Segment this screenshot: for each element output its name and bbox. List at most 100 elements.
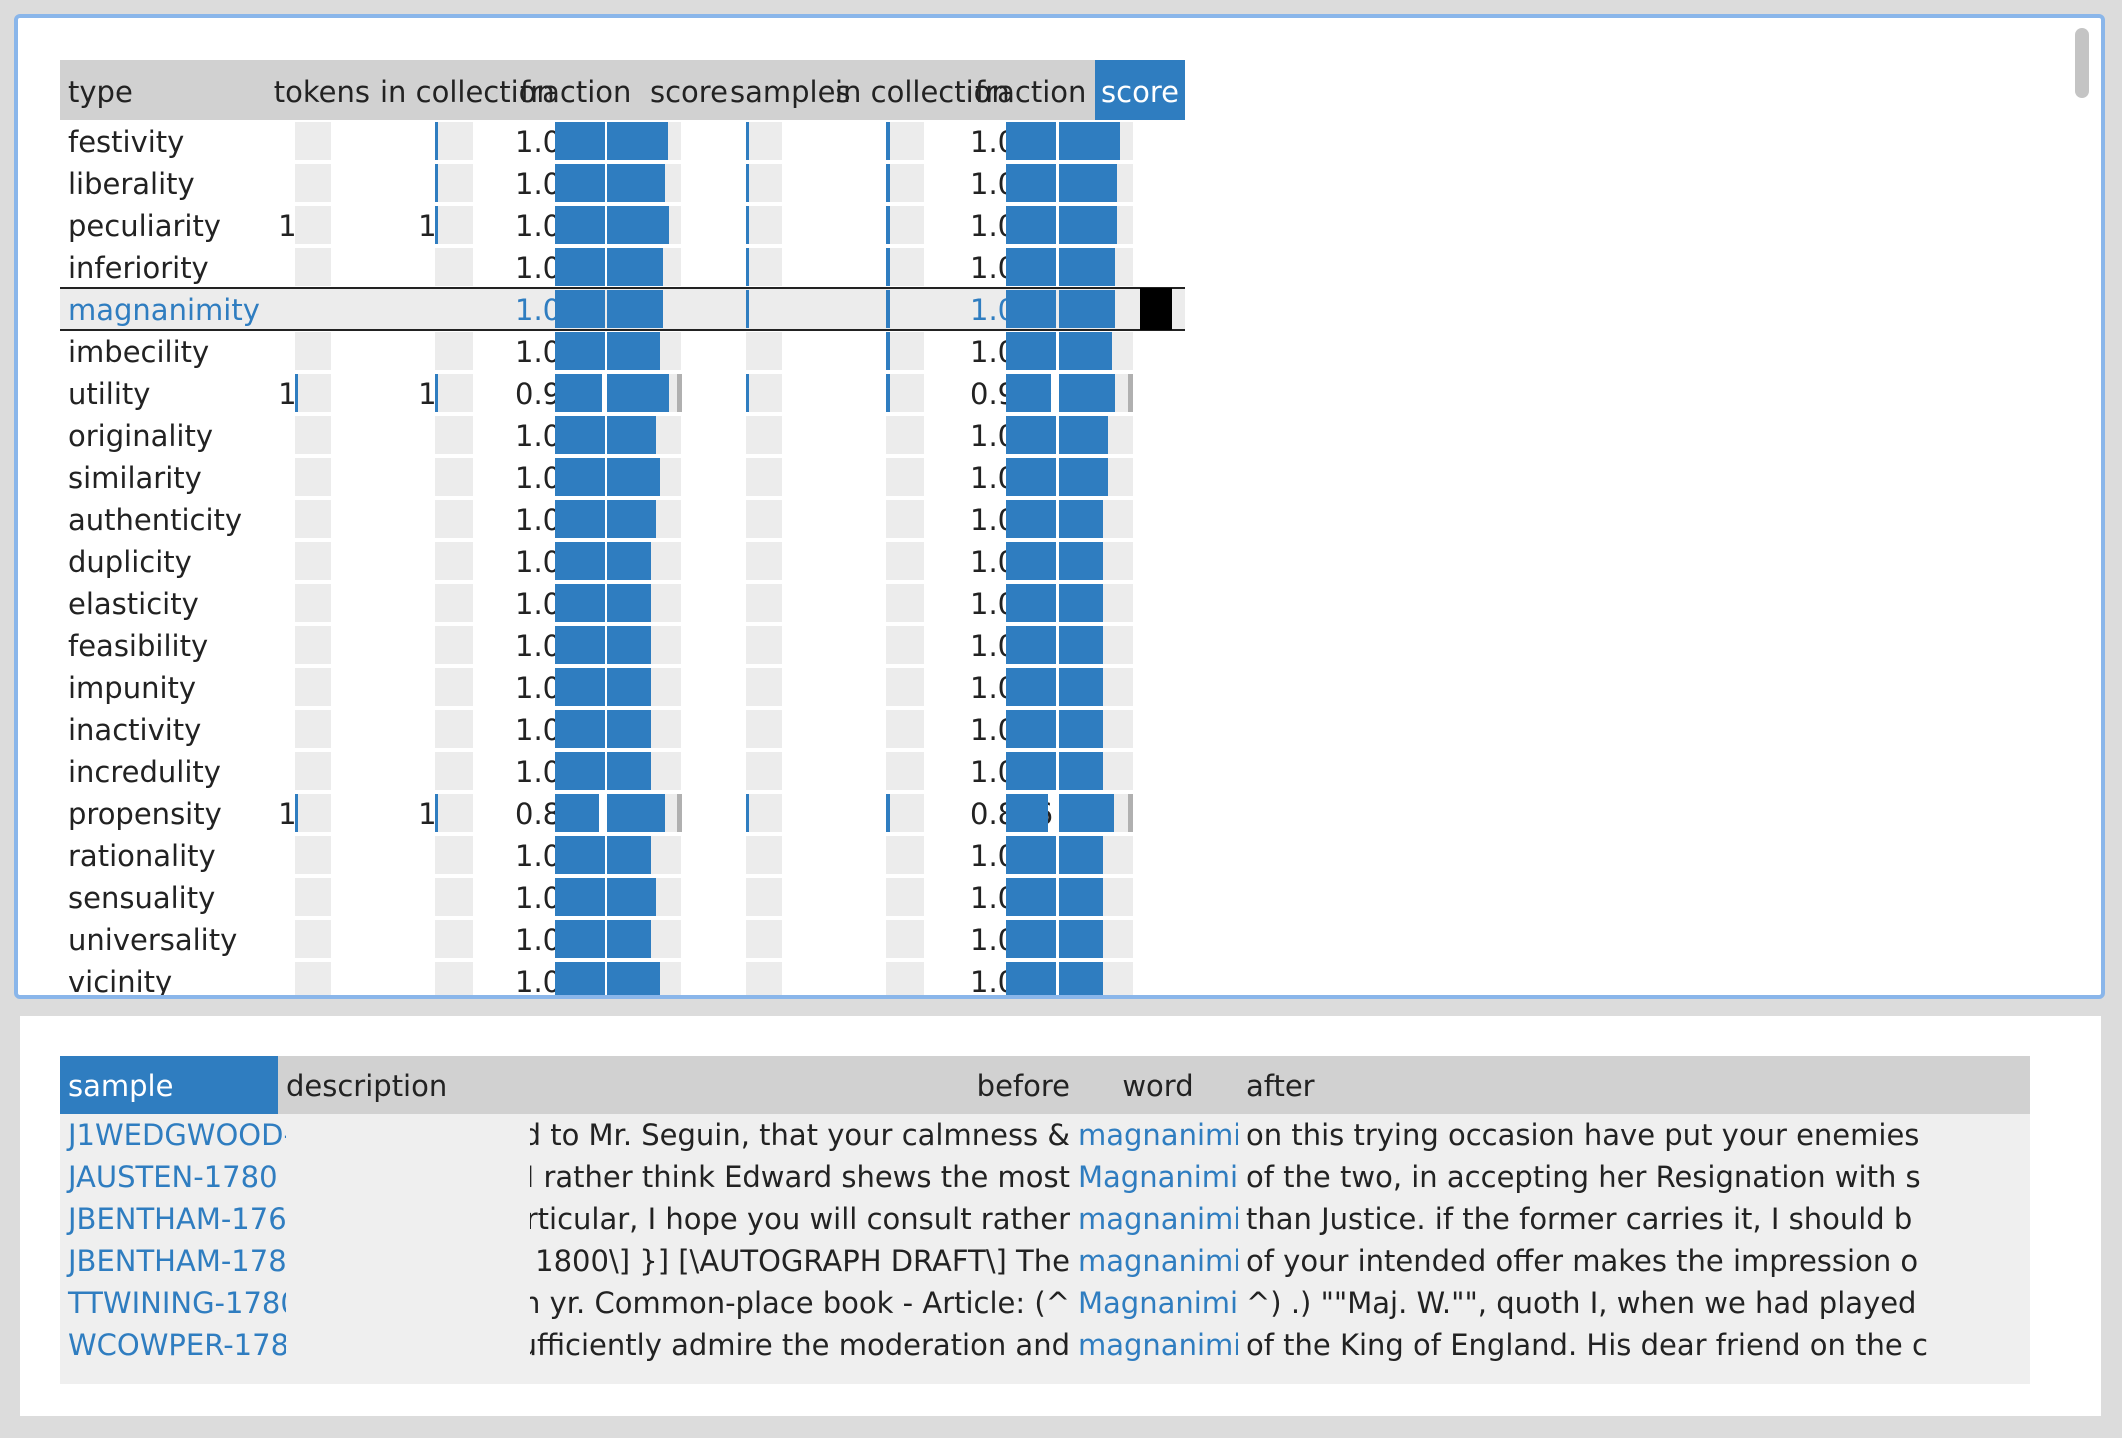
tokens-in-collection-bar-bg: [435, 584, 473, 622]
samples-score-bar: [1059, 248, 1115, 286]
tokens-score-bar: [607, 710, 651, 748]
header-tokens-in-collection[interactable]: in collection: [380, 75, 555, 109]
type-row[interactable]: utility16150.93811100.909: [60, 372, 1185, 414]
keyword-link[interactable]: Magnanimity: [1078, 1286, 1238, 1320]
type-row[interactable]: authenticity441.000331.000: [60, 498, 1185, 540]
tokens-fraction-bar: [555, 458, 605, 496]
context-after: on this trying occasion have put your en…: [1246, 1118, 1920, 1152]
samples-score-bar: [1059, 836, 1103, 874]
keyword-link[interactable]: magnanimity: [1078, 1202, 1238, 1236]
tokens-in-collection-bar-bg: [435, 668, 473, 706]
type-row[interactable]: liberality771.000771.000: [60, 162, 1185, 204]
type-row[interactable]: impunity331.000331.000: [60, 666, 1185, 708]
samples-score-bar: [1059, 920, 1103, 958]
type-row[interactable]: rationality331.000331.000: [60, 834, 1185, 876]
sample-row[interactable]: J1WEDGWOOD-1780 ‎have said to Mr. Seguin,…: [60, 1114, 2030, 1156]
type-label: inferiority: [68, 251, 209, 285]
header-samples-score[interactable]: score: [1095, 60, 1185, 120]
type-label: duplicity: [68, 545, 192, 579]
type-row[interactable]: similarity551.000441.000: [60, 456, 1185, 498]
tokens-in-collection-bar-bg: [435, 164, 473, 202]
type-row[interactable]: vicinity551.000331.000: [60, 960, 1185, 995]
tokens-in-collection-bar-bg: [435, 458, 473, 496]
type-row[interactable]: festivity991.000991.000: [60, 120, 1185, 162]
context-before: ‎-rated. - I rather think Edward shews t…: [530, 1160, 1070, 1194]
header-type[interactable]: type: [68, 75, 133, 109]
tokens-fraction-bar: [555, 920, 605, 958]
header-tokens[interactable]: tokens: [273, 75, 370, 109]
samples-score-bar: [1059, 542, 1103, 580]
sample-link[interactable]: JBENTHAM-1780: [68, 1244, 286, 1278]
sample-link[interactable]: TTWINING-1780: [68, 1286, 286, 1320]
type-row[interactable]: peculiarity10101.000771.000: [60, 204, 1185, 246]
samples-header-description[interactable]: description: [286, 1069, 448, 1103]
tokens-in-collection-bar-bg: [435, 710, 473, 748]
samples-in-collection-bar-bg: [886, 458, 924, 496]
keyword-link[interactable]: magnanimity: [1078, 1328, 1238, 1362]
tokens-score-bar: [607, 416, 656, 454]
samples-fraction-bar: [1006, 458, 1056, 496]
tokens-score-bar: [607, 248, 663, 286]
keyword-link[interactable]: magnanimity: [1078, 1244, 1238, 1278]
header-samples[interactable]: samples: [730, 75, 851, 109]
sample-row[interactable]: TTWINING-1780 ‎Put this in yr. Common-pla…: [60, 1282, 2030, 1324]
samples-header-sample[interactable]: sample: [60, 1056, 278, 1114]
samples-in-collection-bar-bg: [886, 500, 924, 538]
type-row[interactable]: universality331.000331.000: [60, 918, 1185, 960]
samples-fraction-bar: [1006, 962, 1056, 995]
header-samples-in-collection[interactable]: in collection: [835, 75, 1010, 109]
samples-bar-bg: [746, 332, 782, 370]
samples-header-after[interactable]: after: [1246, 1069, 1315, 1103]
tokens-bar-bg: [295, 248, 331, 286]
tokens-in-collection-bar-bg: [435, 626, 473, 664]
tokens-in-collection-bar-bg: [435, 290, 473, 328]
type-row[interactable]: elasticity331.000331.000: [60, 582, 1185, 624]
samples-bar: [746, 122, 749, 160]
type-row[interactable]: inactivity331.000331.000: [60, 708, 1185, 750]
type-label: impunity: [68, 671, 197, 705]
context-before: ‎N 26 JULY 1800\] }] [\AUTOGRAPH DRAFT\]…: [530, 1244, 1070, 1278]
sample-row[interactable]: JBENTHAM-1780 ‎N 26 JULY 1800\] }] [\AUTO…: [60, 1240, 2030, 1282]
samples-bar-bg: [746, 374, 782, 412]
keyword-link[interactable]: Magnanimity: [1078, 1160, 1238, 1194]
tokens-bar-bg: [295, 206, 331, 244]
type-row[interactable]: magnanimity661.000661.000: [60, 288, 1185, 330]
context-before: ‎n this particular, I hope you will cons…: [530, 1202, 1070, 1236]
type-row[interactable]: incredulity331.000331.000: [60, 750, 1185, 792]
samples-score-bar: [1059, 752, 1103, 790]
sample-row[interactable]: WCOWPER-1780 ‎wever sufficiently admire t…: [60, 1324, 2030, 1366]
samples-header-before[interactable]: before: [976, 1069, 1070, 1103]
type-row[interactable]: imbecility551.000551.000: [60, 330, 1185, 372]
sample-row[interactable]: JAUSTEN-1780 ‎-rated. - I rather think Ed…: [60, 1156, 2030, 1198]
sample-link[interactable]: J1WEDGWOOD-1780: [68, 1118, 286, 1152]
type-row[interactable]: duplicity331.000331.000: [60, 540, 1185, 582]
type-row[interactable]: inferiority661.000661.000: [60, 246, 1185, 288]
tokens-bar-bg: [295, 962, 331, 995]
header-tokens-fraction[interactable]: fraction: [520, 75, 632, 109]
type-row[interactable]: originality441.000441.000: [60, 414, 1185, 456]
keyword-link[interactable]: magnanimity: [1078, 1118, 1238, 1152]
sample-link[interactable]: JAUSTEN-1780: [68, 1160, 278, 1194]
vertical-scrollbar-thumb[interactable]: [2075, 28, 2089, 98]
sample-link[interactable]: WCOWPER-1780: [68, 1328, 286, 1362]
selection-marker: [1140, 288, 1172, 330]
tokens-fraction-bar: [555, 332, 605, 370]
samples-bar-bg: [746, 710, 782, 748]
samples-in-collection-bar-bg: [886, 920, 924, 958]
type-row[interactable]: feasibility331.000331.000: [60, 624, 1185, 666]
tokens-in-collection-bar-bg: [435, 794, 473, 832]
type-row[interactable]: sensuality441.000331.000: [60, 876, 1185, 918]
sample-link[interactable]: JBENTHAM-1760: [68, 1202, 286, 1236]
samples-score-bar: [1059, 584, 1103, 622]
type-table-header: type tokens in collection fraction score samp…: [60, 60, 1185, 120]
samples-fraction-bar: [1006, 794, 1048, 832]
samples-bar-bg: [746, 626, 782, 664]
sample-row[interactable]: JBENTHAM-1760 ‎n this particular, I hope …: [60, 1198, 2030, 1240]
header-samples-fraction[interactable]: fraction: [975, 75, 1087, 109]
type-label: liberality: [68, 167, 195, 201]
samples-header-word[interactable]: word: [1122, 1069, 1194, 1103]
header-tokens-score[interactable]: score: [650, 75, 728, 109]
type-row[interactable]: propensity17150.88213110.846: [60, 792, 1185, 834]
context-after: of your intended offer makes the impress…: [1246, 1244, 1919, 1278]
tokens-in-collection-bar-bg: [435, 122, 473, 160]
